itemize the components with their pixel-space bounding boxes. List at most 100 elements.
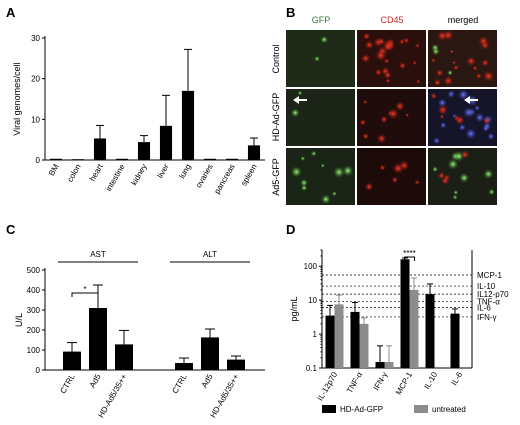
cell-spot: [459, 172, 470, 183]
reference-line-label: MCP-1: [477, 271, 502, 280]
cell-spot: [375, 49, 387, 62]
x-tick-label: BM: [47, 162, 61, 177]
x-tick-label: CTRL: [58, 372, 77, 395]
bar-BM: [49, 158, 63, 160]
panel-b-microscopy: GFP CD45 merged Control HD-Ad-GFP Ad5-GF…: [271, 15, 497, 209]
cell-spot: [431, 47, 440, 56]
cell-spot: [436, 30, 448, 42]
cell-spot: [475, 72, 482, 80]
cell-spot: [458, 123, 467, 132]
micrograph-tile: [357, 148, 426, 205]
cell-spot: [362, 32, 371, 41]
cell-spot: [374, 68, 382, 76]
cell-spot: [376, 37, 386, 46]
cell-spot: [483, 169, 494, 180]
y-tick-label: 200: [27, 326, 41, 335]
reference-line-label: TNF-α: [477, 298, 500, 307]
cell-spot: [359, 119, 367, 126]
panel-letter-d: D: [286, 222, 295, 237]
cell-spot: [430, 92, 438, 100]
cell-spot: [481, 58, 490, 67]
y-tick-label: 10: [308, 296, 317, 305]
y-tick-label: 0.1: [306, 364, 318, 373]
cell-spot: [453, 189, 459, 195]
cell-spot: [462, 106, 475, 119]
bar-HD-Ad-GFP-IL-12p70: [325, 315, 335, 368]
y-axis-label: pg/mL: [289, 296, 299, 321]
cell-spot: [290, 108, 300, 118]
cell-spot: [383, 58, 390, 64]
y-tick-label: 100: [27, 346, 41, 355]
cell-spot: [412, 60, 417, 66]
micro-row-hd-ad-gfp: HD-Ad-GFP: [271, 93, 281, 142]
cell-spot: [452, 194, 458, 200]
cell-spot: [472, 65, 478, 71]
cell-spot: [453, 64, 459, 71]
cell-spot: [464, 127, 477, 140]
cell-spot: [331, 191, 337, 197]
arrow-icon: [293, 96, 307, 104]
x-tick-label: intestine: [104, 162, 127, 193]
cell-spot: [430, 57, 436, 63]
cell-spot: [439, 114, 445, 120]
cell-spot: [454, 115, 465, 126]
cell-spot: [474, 105, 481, 111]
cell-spot: [342, 165, 354, 177]
cell-spot: [405, 113, 410, 118]
reference-line-label: IL-10: [477, 282, 496, 291]
legend-label: HD-Ad-GFP: [340, 405, 383, 414]
cell-spot: [385, 78, 391, 84]
x-tick-label: CTRL: [170, 372, 189, 395]
cell-spot: [387, 108, 399, 120]
cell-spot: [380, 115, 388, 124]
legend-label: untreated: [432, 405, 466, 414]
significance-bracket: [404, 256, 415, 261]
bar-AST-CTRL: [63, 351, 81, 370]
bar-HD-Ad-GFP-IFN-γ: [375, 362, 385, 368]
significance-marker: *: [83, 285, 86, 294]
panel-letter-b: B: [286, 5, 295, 20]
micro-col-gfp: GFP: [312, 15, 331, 25]
cell-spot: [403, 37, 410, 44]
significance-marker: ****: [403, 249, 415, 258]
cell-spot: [488, 188, 496, 196]
bar-kidney: [137, 142, 151, 160]
cell-spot: [297, 90, 303, 96]
bar-HD-Ad-GFP-TNF-α: [350, 311, 360, 368]
y-tick-label: 20: [31, 75, 40, 84]
bar-ALT-HD-Ad5/35++: [227, 359, 245, 370]
cell-spot: [392, 162, 405, 175]
cell-spot: [416, 79, 421, 84]
cell-spot: [320, 163, 325, 168]
cell-spot: [482, 124, 490, 133]
cell-spot: [451, 60, 456, 65]
y-tick-label: 100: [304, 262, 318, 271]
cell-spot: [487, 132, 495, 141]
cell-spot: [376, 133, 387, 144]
bar-intestine: [115, 158, 129, 160]
bar-untreated-TNF-α: [359, 323, 369, 368]
cell-spot: [364, 40, 374, 50]
bar-colon: [71, 159, 85, 160]
cell-spot: [435, 68, 444, 77]
y-axis-label: Viral genomes/cell: [12, 62, 22, 135]
cell-spot: [383, 43, 392, 51]
y-tick-label: 0: [36, 156, 41, 165]
x-tick-label: pancreas: [212, 163, 236, 196]
cell-spot: [379, 164, 386, 171]
bar-untreated-IL-12p70: [334, 304, 344, 368]
bar-untreated-MCP-1: [409, 289, 419, 368]
x-tick-label: ovaries: [194, 163, 215, 190]
x-tick-label: IFN-γ: [372, 371, 390, 392]
reference-line-label: IFN-γ: [477, 313, 497, 322]
cell-spot: [415, 43, 420, 49]
x-tick-label: heart: [88, 162, 105, 183]
cell-spot: [433, 78, 442, 87]
bar-HD-Ad-GFP-MCP-1: [400, 259, 410, 368]
reference-line-label: IL-6: [477, 304, 491, 313]
cell-spot: [395, 101, 405, 111]
y-tick-label: 30: [31, 34, 40, 43]
micro-row-ad5-gfp: Ad5-GFP: [271, 158, 281, 196]
